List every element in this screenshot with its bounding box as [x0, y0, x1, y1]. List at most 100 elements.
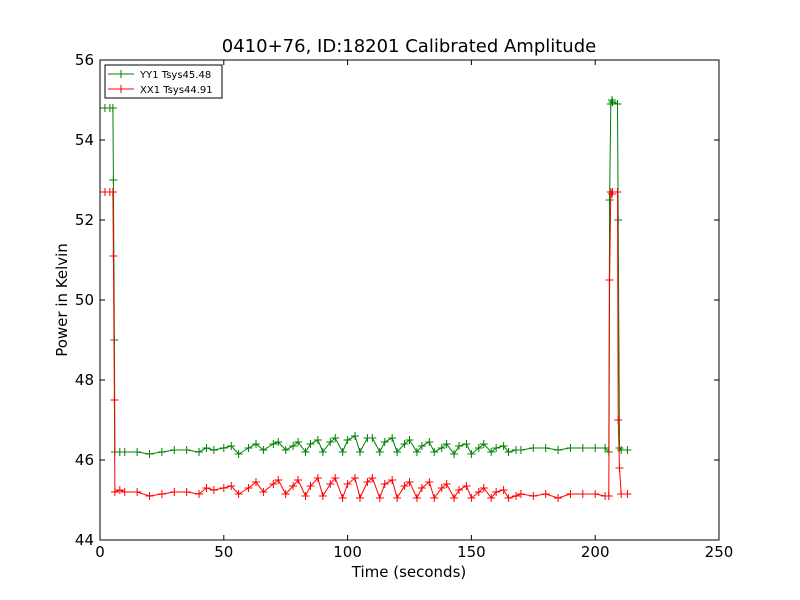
- data-point: [499, 486, 508, 494]
- y-tick-label: 50: [75, 291, 94, 309]
- data-point: [437, 444, 446, 452]
- data-point: [442, 480, 451, 488]
- data-point: [375, 448, 384, 456]
- data-point: [608, 98, 617, 106]
- data-point: [338, 494, 347, 502]
- data-point: [442, 440, 451, 448]
- data-point: [462, 440, 471, 448]
- data-point: [145, 492, 154, 500]
- data-point: [202, 444, 211, 452]
- data-point: [108, 188, 117, 196]
- data-point: [492, 444, 501, 452]
- data-point: [313, 436, 322, 444]
- data-point: [450, 450, 459, 458]
- data-point: [474, 488, 483, 496]
- data-point: [467, 494, 476, 502]
- y-axis-title: Power in Kelvin: [53, 243, 71, 357]
- data-point: [182, 488, 191, 496]
- data-point: [516, 490, 525, 498]
- y-tick-label: 52: [75, 211, 94, 229]
- data-point: [412, 494, 421, 502]
- data-point: [244, 484, 253, 492]
- data-point: [294, 476, 303, 484]
- y-tick-label: 48: [75, 371, 94, 389]
- data-point: [157, 490, 166, 498]
- data-point: [326, 480, 335, 488]
- x-tick-label: 200: [581, 543, 610, 561]
- data-point: [430, 494, 439, 502]
- x-tick-label: 50: [214, 543, 233, 561]
- legend: YY1 Tsys45.48 XX1 Tsys44.91: [104, 64, 223, 99]
- data-point: [529, 492, 538, 500]
- data-point: [578, 490, 587, 498]
- data-point: [289, 442, 298, 450]
- data-point: [455, 442, 464, 450]
- data-point: [120, 488, 129, 496]
- data-point: [182, 446, 191, 454]
- data-point: [363, 478, 372, 486]
- data-point: [274, 476, 283, 484]
- x-axis-title: Time (seconds): [351, 563, 467, 581]
- data-point: [251, 478, 260, 486]
- y-tick-label: 54: [75, 131, 94, 149]
- y-tick-label: 46: [75, 451, 94, 469]
- data-point: [259, 446, 268, 454]
- data-point: [195, 490, 204, 498]
- data-point: [108, 104, 117, 112]
- data-point: [109, 252, 118, 260]
- data-point: [234, 490, 243, 498]
- data-point: [467, 450, 476, 458]
- x-tick-label: 0: [95, 543, 105, 561]
- data-point: [380, 438, 389, 446]
- data-point: [269, 440, 278, 448]
- data-point: [554, 446, 563, 454]
- data-point: [613, 100, 622, 108]
- data-point: [244, 444, 253, 452]
- data-point: [566, 444, 575, 452]
- data-point: [306, 482, 315, 490]
- data-point: [605, 276, 614, 284]
- legend-box: [104, 64, 223, 99]
- data-point: [259, 488, 268, 496]
- data-point: [388, 434, 397, 442]
- data-point: [355, 494, 364, 502]
- data-point: [606, 100, 615, 108]
- data-point: [479, 440, 488, 448]
- data-point: [343, 436, 352, 444]
- series-layer: [100, 96, 632, 502]
- data-point: [554, 494, 563, 502]
- data-point: [405, 436, 414, 444]
- data-point: [343, 480, 352, 488]
- data-point: [281, 446, 290, 454]
- legend-label-0: YY1 Tsys45.48: [139, 70, 211, 81]
- data-point: [614, 416, 623, 424]
- data-point: [368, 434, 377, 442]
- data-point: [504, 494, 513, 502]
- data-point: [578, 444, 587, 452]
- data-point: [209, 486, 218, 494]
- legend-marker-1: [117, 85, 125, 93]
- data-point: [430, 448, 439, 456]
- data-point: [474, 444, 483, 452]
- data-point: [331, 434, 340, 442]
- data-point: [393, 494, 402, 502]
- data-point: [195, 448, 204, 456]
- data-point: [115, 486, 124, 494]
- data-point: [412, 448, 421, 456]
- data-point: [133, 448, 142, 456]
- x-tick-label: 150: [457, 543, 486, 561]
- data-point: [591, 490, 600, 498]
- y-tick-label: 44: [75, 531, 94, 549]
- data-point: [541, 490, 550, 498]
- data-point: [289, 482, 298, 490]
- series-line-0: [100, 98, 628, 455]
- data-point: [331, 474, 340, 482]
- data-point: [355, 448, 364, 456]
- data-point: [251, 440, 260, 448]
- data-point: [400, 440, 409, 448]
- data-point: [405, 478, 414, 486]
- data-point: [601, 444, 610, 452]
- data-point: [393, 448, 402, 456]
- data-point: [623, 490, 632, 498]
- data-point: [157, 448, 166, 456]
